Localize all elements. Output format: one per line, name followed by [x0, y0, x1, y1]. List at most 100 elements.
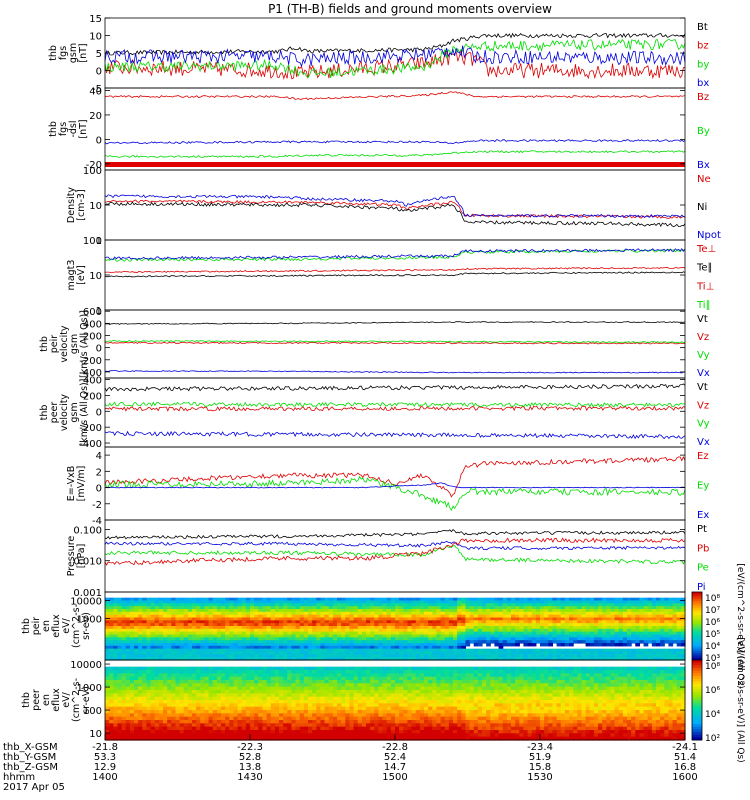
legend-label: Ni [697, 202, 707, 213]
y-tick-label: 5 [96, 49, 102, 60]
y-label-line: [nT] [78, 119, 89, 138]
y-label-line: [nPa] [76, 544, 87, 569]
y-axis-label: E=-VxB [mV/m] [66, 466, 87, 502]
x-tick-label: 1500 [382, 772, 407, 783]
legend-label: bz [697, 41, 709, 52]
x-row-name: thb_Z-GSM [3, 762, 58, 773]
spectrogram-p9 [105, 597, 686, 661]
x-tick-label: 13.8 [239, 762, 261, 773]
x-tick-label: 52.8 [239, 752, 261, 763]
series-line-Te∥ [104, 271, 686, 278]
series-line-Vx [104, 370, 685, 374]
y-label-line: (cm^2-s- [71, 678, 82, 722]
legend-label: Vx [697, 437, 710, 448]
series-line-Ne [104, 199, 686, 219]
y-tick-label: 15 [89, 14, 102, 25]
y-tick-label: 1 [96, 306, 102, 317]
y-label-line: thb [21, 692, 32, 708]
y-tick-label: 100 [83, 236, 102, 247]
panel-p3: 100 10 1 Density [cm-3] Ne Ni Npot [66, 166, 721, 247]
y-tick-label: 4 [96, 451, 102, 462]
panel-p4: 100 10 1 magt3 [eV] Te⊥ Te∥ Ti⊥ Ti∥ [66, 236, 716, 317]
y-label-line: en [41, 694, 52, 706]
legend-label: By [697, 126, 710, 137]
y-label-line: velocity [59, 394, 70, 432]
y-label-line: thb [21, 618, 32, 634]
x-row-name: thb_X-GSM [3, 742, 58, 753]
fill-bar [105, 162, 685, 167]
series-group-p7 [104, 456, 686, 511]
legend-label: Ex [697, 510, 709, 521]
legend-label: Te∥ [696, 263, 713, 274]
x-tick-label: 1530 [527, 772, 552, 783]
colorbar-p10: 10⁸ 10⁶ 10⁴ 10² [eV/(cm^2-s-sr-eV)] (All Qs) [691, 637, 745, 763]
y-label-line: E=-VxB [66, 466, 77, 501]
legend-label: Ne [697, 174, 711, 185]
x-tick-label: -21.8 [92, 742, 118, 753]
y-label-line: thb [48, 121, 59, 137]
series-line-Vt [104, 383, 686, 392]
y-tick-label: 0.001 [73, 588, 102, 599]
colorbar-tick-label: 10⁴ [705, 710, 720, 720]
y-label-line: -dsl [68, 120, 79, 137]
y-label-line: eflux [51, 614, 62, 638]
legend-label: Vy [697, 419, 710, 430]
y-label-line: eflux [51, 688, 62, 712]
y-tick-label: 10 [89, 729, 102, 740]
y-tick-label: 600 [83, 307, 102, 318]
series-line-Ti⊥ [104, 247, 686, 260]
y-tick-label: 200 [83, 391, 102, 402]
series-group-p1 [104, 32, 686, 80]
panel-p9: 10⁸ 10⁷ 10⁶ 10⁵ 10⁴ 10³ [eV/(cm^2-s-sr-eV)] (A… [21, 563, 745, 688]
legend-label: Bx [697, 160, 710, 171]
y-label-line: peir [31, 617, 42, 636]
colorbar-tick-label: 10⁷ [705, 606, 720, 616]
colorbar-tick-label: 10⁶ [705, 618, 720, 628]
y-label-line: peer [49, 402, 60, 424]
x-tick-label: 52.4 [384, 752, 406, 763]
panel-frame [104, 446, 686, 521]
y-label-line: [km/s (All Qs)] [79, 379, 90, 447]
series-line-Pt [104, 529, 686, 540]
y-tick-label: -20 [86, 160, 102, 171]
series-line-by [104, 38, 686, 79]
colorbar-tick-label: 10² [705, 734, 720, 744]
y-tick-label: 1000 [77, 615, 102, 626]
legend-label: Bz [697, 92, 709, 103]
y-label-line: fgs [58, 122, 69, 136]
series-group-p5 [104, 321, 686, 374]
y-tick-label: 0.100 [73, 525, 102, 536]
x-tick-label: 53.3 [94, 752, 116, 763]
y-label-line: gsm [68, 43, 79, 63]
x-tick-label: 12.9 [94, 762, 116, 773]
y-axis-label: magt3 [eV] [66, 260, 87, 291]
y-tick-label: -4 [92, 516, 102, 527]
legend-label: Ti⊥ [696, 281, 714, 292]
y-label-line: Pressure [66, 536, 77, 577]
series-line-Bz [104, 91, 686, 101]
y-tick-label: 2 [96, 467, 102, 478]
series-line-Te⊥ [104, 266, 686, 274]
legend-label: Vt [697, 314, 708, 325]
y-label-line: peer [31, 689, 42, 711]
colorbar-tick-label: 10⁸ [705, 662, 720, 672]
y-tick-label: 10 [89, 271, 102, 282]
series-line-By [104, 150, 686, 158]
y-label-line: thb [39, 405, 50, 421]
panel-p7: 4 2 0 -2 -4 E=-VxB [mV/m] Ez Ey Ex [66, 446, 709, 527]
y-tick-label: 100 [83, 706, 102, 717]
x-row-name: hhmm [3, 772, 35, 783]
y-label-line: thb [39, 336, 50, 352]
y-label-line: Density [66, 187, 77, 223]
y-tick-label: -2 [92, 500, 102, 511]
series-line-Bx [104, 139, 686, 145]
spectrogram-p10 [105, 666, 686, 741]
y-axis-label: thb fgs -dsl [nT] [48, 119, 89, 138]
y-tick-label: 100 [83, 166, 102, 177]
y-tick-label: -200 [79, 356, 102, 367]
y-label-line: eV/ [61, 691, 72, 707]
y-label-line: peir [49, 335, 60, 354]
legend-label: Ti∥ [696, 300, 711, 311]
y-label-line: gsm [69, 402, 80, 422]
